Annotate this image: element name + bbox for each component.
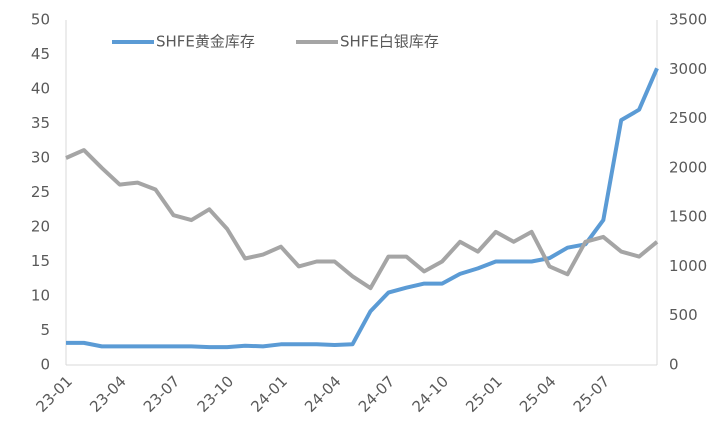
x-tick-label: 24-07 [355, 372, 399, 416]
x-tick-label: 23-04 [86, 372, 130, 416]
y2-tick-label: 1000 [669, 257, 707, 275]
y-tick-label: 30 [31, 149, 50, 167]
x-tick-label: 25-04 [516, 372, 560, 416]
y-tick-label: 50 [31, 11, 50, 29]
x-tick-label: 23-10 [194, 372, 238, 416]
y-tick-label: 10 [31, 287, 50, 305]
x-tick-label: 23-01 [32, 372, 76, 416]
y-tick-label: 25 [31, 183, 50, 201]
x-tick-label: 25-01 [462, 372, 506, 416]
legend-label: SHFE黄金库存 [156, 33, 255, 51]
x-tick-label: 25-07 [570, 372, 614, 416]
y-tick-label: 20 [31, 218, 50, 236]
x-tick-label: 24-10 [409, 372, 453, 416]
x-tick-label: 24-01 [247, 372, 291, 416]
y-tick-label: 45 [31, 45, 50, 63]
y2-tick-label: 0 [669, 356, 679, 374]
x-tick-label: 24-04 [301, 372, 345, 416]
y-tick-label: 5 [40, 321, 50, 339]
series-line [65, 148, 659, 291]
y2-tick-label: 1500 [669, 208, 707, 226]
y2-tick-label: 2000 [669, 158, 707, 176]
y-tick-label: 40 [31, 80, 50, 98]
y-tick-label: 15 [31, 252, 50, 270]
y-tick-label: 35 [31, 114, 50, 132]
legend-label: SHFE白银库存 [340, 33, 439, 51]
y2-tick-label: 2500 [669, 109, 707, 127]
y-tick-label: 0 [40, 356, 50, 374]
x-tick-label: 23-07 [140, 372, 184, 416]
y2-tick-label: 3500 [669, 11, 707, 29]
series-line [66, 67, 659, 350]
y2-tick-label: 500 [669, 306, 698, 324]
y2-tick-label: 3000 [669, 60, 707, 78]
